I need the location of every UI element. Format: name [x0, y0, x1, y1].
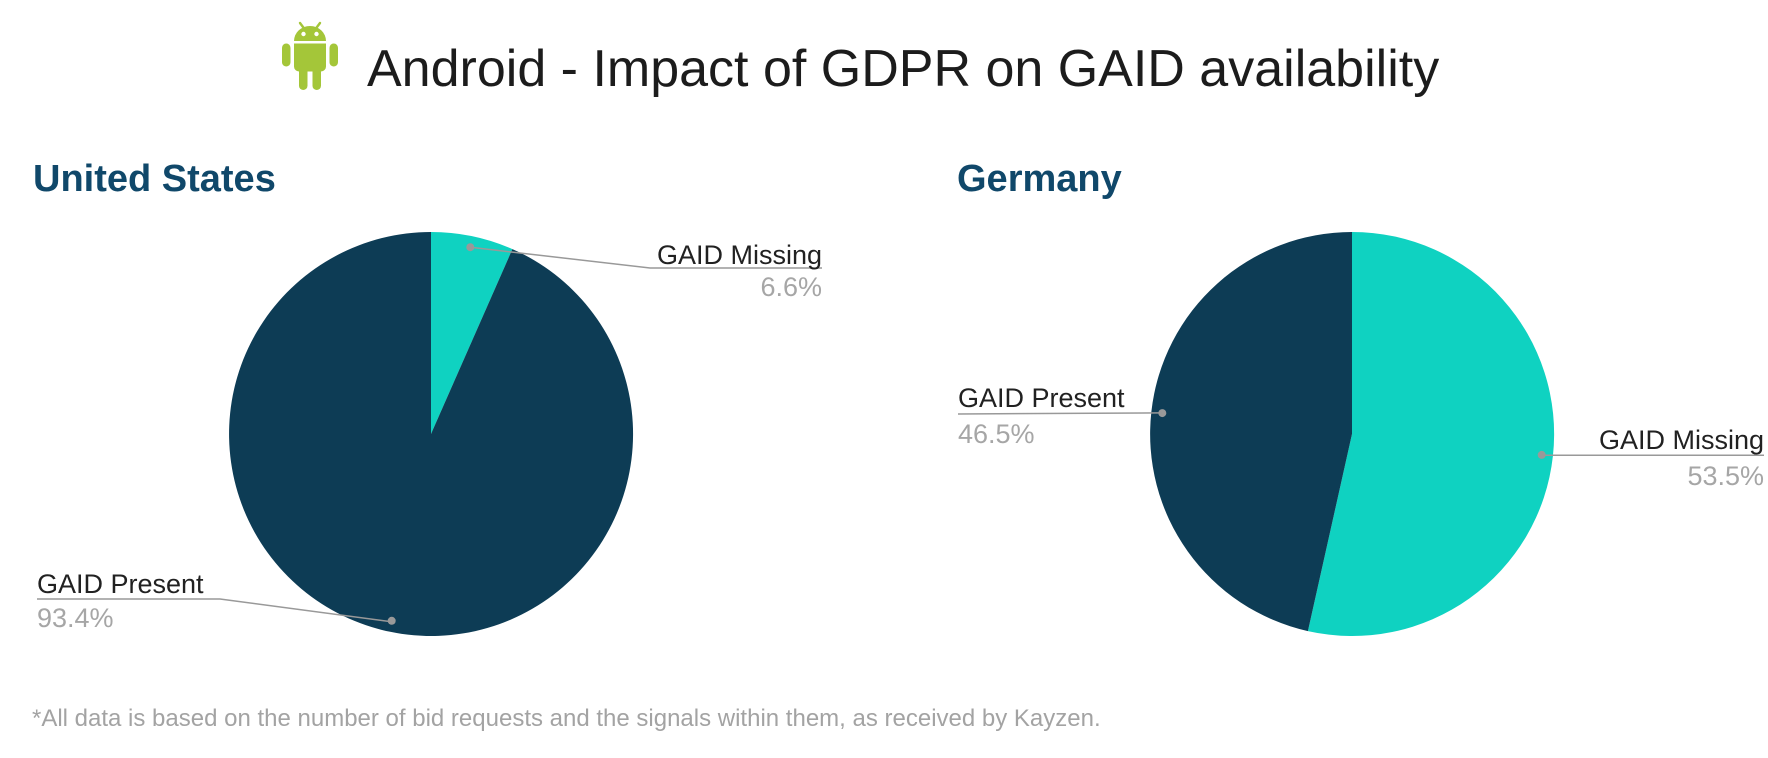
leader-line-us-present	[37, 598, 392, 623]
android-robot-shape	[282, 21, 338, 90]
pie-united-states	[229, 232, 634, 636]
slice-value-de-gaid-present: 46.5%	[958, 419, 1035, 449]
slice-value-de-gaid-missing: 53.5%	[1687, 461, 1764, 491]
callout-dot	[466, 243, 475, 252]
leader-line-de-present	[957, 412, 1162, 415]
page-title: Android - Impact of GDPR on GAID availab…	[367, 40, 1440, 98]
callout-dot	[1537, 450, 1546, 459]
leader-line-us-missing	[470, 246, 822, 269]
slice-label-de-gaid-present: GAID Present	[958, 383, 1125, 413]
pie-slice-gaid-missing	[431, 232, 513, 434]
slice-value-us-gaid-missing: 6.6%	[760, 272, 822, 302]
pie-slice-gaid-present	[1150, 232, 1352, 632]
callout-lines	[37, 246, 1764, 623]
slice-label-us-gaid-missing: GAID Missing	[656, 240, 822, 270]
slice-label-us-gaid-present: GAID Present	[37, 569, 204, 599]
slice-value-us-gaid-present: 93.4%	[37, 603, 114, 633]
footnote: *All data is based on the number of bid …	[32, 705, 1101, 732]
chart-title-germany: Germany	[957, 158, 1122, 200]
chart-title-united-states: United States	[33, 158, 276, 200]
page-header	[277, 20, 343, 93]
android-robot-icon	[282, 21, 338, 90]
slice-label-de-gaid-missing: GAID Missing	[1598, 425, 1764, 455]
callout-dot	[387, 616, 396, 625]
pie-slice-gaid-present	[229, 232, 634, 636]
callout-dot	[1158, 409, 1167, 418]
pie-germany	[1150, 231, 1555, 636]
pie-slice-gaid-missing	[1307, 231, 1555, 636]
